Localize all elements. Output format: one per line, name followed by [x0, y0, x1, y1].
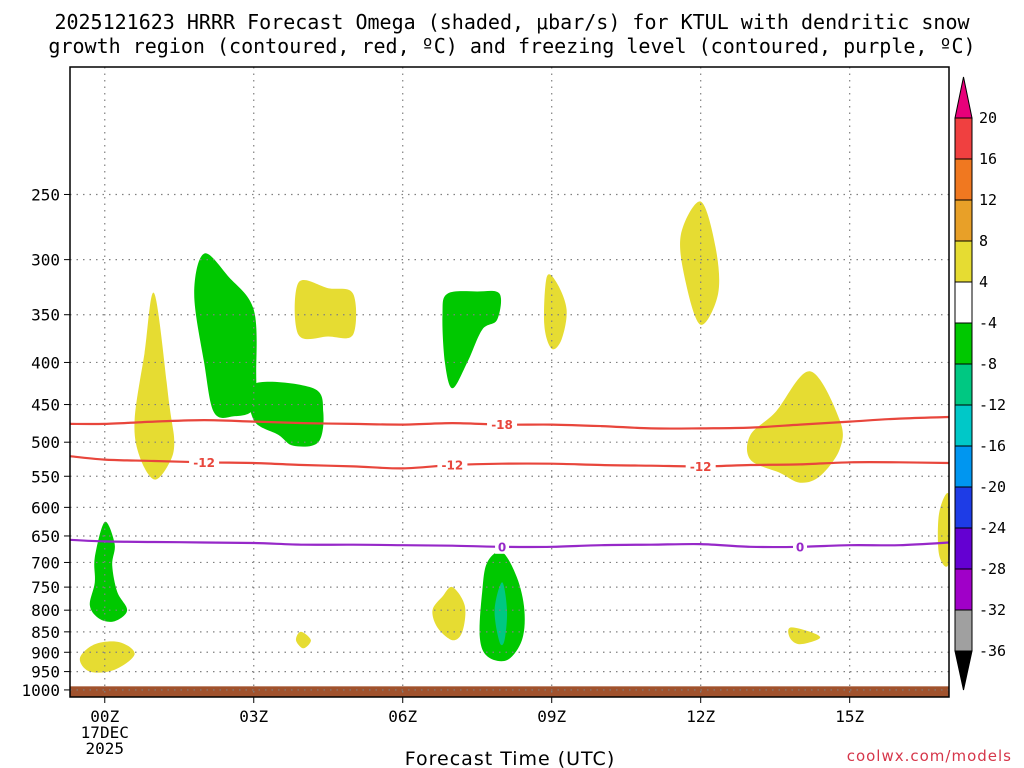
colorbar-label-4: 8: [979, 232, 988, 250]
x-tick-label-12Z: 12Z: [686, 707, 715, 726]
omega-region-7: [680, 201, 720, 325]
colorbar-label-6: -4: [979, 314, 997, 332]
colorbar-band-9: [954, 445, 973, 488]
y-tick-label-550: 550: [31, 467, 60, 486]
omega-region-13: [432, 586, 466, 641]
contour-line-3: [69, 538, 950, 549]
colorbar-label-11: -24: [979, 519, 1006, 537]
omega-region-15: [494, 582, 508, 646]
y-tick-label-1000: 1000: [21, 681, 60, 700]
y-tick-label-300: 300: [31, 251, 60, 270]
omega-region-2: [194, 253, 257, 418]
colorbar-label-8: -12: [979, 396, 1006, 414]
y-tick-label-250: 250: [31, 185, 60, 204]
colorbar-label-3: 12: [979, 191, 997, 209]
colorbar: 20 16 12 8 4 -4 -8 -12 -16 -20 -24 -28 -32 -36: [954, 76, 1006, 691]
colorbar-band-11: [954, 527, 973, 570]
title-line-1: 2025121623 HRRR Forecast Omega (shaded, …: [54, 10, 970, 34]
contour-label-bg-1-1: [487, 417, 518, 432]
omega-region-12: [295, 631, 311, 649]
colorbar-band-12: [954, 568, 973, 611]
y-tick-label-700: 700: [31, 553, 60, 572]
ground-layer: [70, 686, 949, 697]
contour-lines: -18 -12 -12 -12 0 0: [69, 415, 950, 554]
y-tick-label-450: 450: [31, 396, 60, 415]
colorbar-band-8: [954, 404, 973, 447]
source-credit: coolwx.com/models: [847, 747, 1012, 765]
omega-region-8: [746, 371, 843, 483]
omega-shading: [79, 201, 951, 673]
contour-label-bg-3-2: [793, 539, 808, 554]
y-tick-label-500: 500: [31, 433, 60, 452]
y-tick-label-350: 350: [31, 306, 60, 325]
x-tick-label-00Z: 00Z: [90, 707, 119, 726]
colorbar-band-4: [954, 240, 973, 283]
colorbar-label-7: -8: [979, 355, 997, 373]
y-tick-label-850: 850: [31, 623, 60, 642]
y-axis-pressure: 2503003504004505005506006507007508008509…: [21, 185, 70, 700]
colorbar-label-12: -28: [979, 560, 1006, 578]
omega-region-5: [442, 290, 502, 389]
grid-lines: [70, 67, 949, 697]
plot-frame: [69, 66, 950, 698]
y-tick-label-750: 750: [31, 578, 60, 597]
contour-label-1-1: -18: [491, 418, 513, 432]
contour-label-3-1: 0: [498, 540, 506, 554]
x-tick-label-15Z: 15Z: [835, 707, 864, 726]
contour-label-bg-2-3: [685, 459, 716, 474]
omega-region-6: [544, 274, 567, 350]
contour-label-bg-3-1: [495, 539, 510, 554]
colorbar-top-arrow: [954, 76, 973, 119]
y-tick-label-900: 900: [31, 643, 60, 662]
omega-region-1: [134, 292, 175, 480]
colorbar-label-1: 20: [979, 109, 997, 127]
colorbar-band-5: [954, 281, 973, 324]
colorbar-label-14: -36: [979, 642, 1006, 660]
y-tick-label-800: 800: [31, 601, 60, 620]
contour-label-bg-2-2: [437, 458, 468, 473]
colorbar-band-1: [954, 117, 973, 160]
contour-label-2-1: -12: [193, 456, 215, 470]
y-tick-label-950: 950: [31, 663, 60, 682]
contour-label-2-3: -12: [690, 460, 712, 474]
colorbar-label-10: -20: [979, 478, 1006, 496]
contour-label-3-2: 0: [796, 540, 804, 554]
omega-region-10: [89, 521, 128, 622]
colorbar-band-10: [954, 486, 973, 529]
contour-label-2-2: -12: [442, 459, 464, 473]
ground-below-surface: [70, 686, 949, 697]
y-tick-label-400: 400: [31, 353, 60, 372]
colorbar-label-5: 4: [979, 273, 988, 291]
title-line-2: growth region (contoured, red, ºC) and f…: [48, 34, 975, 58]
omega-region-3: [248, 381, 324, 447]
x-tick-label-03Z: 03Z: [239, 707, 268, 726]
x-axis-label: Forecast Time (UTC): [405, 748, 615, 768]
colorbar-band-3: [954, 199, 973, 242]
contour-label-bg-2-1: [189, 455, 220, 470]
x-tick-label-06Z: 06Z: [388, 707, 417, 726]
colorbar-label-13: -32: [979, 601, 1006, 619]
omega-region-4: [294, 280, 357, 340]
colorbar-band-2: [954, 158, 973, 201]
colorbar-band-6: [954, 322, 973, 365]
x-tick-label-09Z: 09Z: [537, 707, 566, 726]
colorbar-label-2: 16: [979, 150, 997, 168]
y-tick-label-650: 650: [31, 527, 60, 546]
colorbar-band-13: [954, 609, 973, 652]
omega-region-11: [79, 641, 135, 673]
omega-region-16: [788, 627, 821, 645]
colorbar-bottom-arrow: [954, 650, 973, 691]
colorbar-band-7: [954, 363, 973, 406]
omega-region-9: [937, 492, 951, 567]
colorbar-label-9: -16: [979, 437, 1006, 455]
x-tick-year: 2025: [85, 739, 124, 758]
y-tick-label-600: 600: [31, 498, 60, 517]
chart-title: 2025121623 HRRR Forecast Omega (shaded, …: [48, 10, 975, 58]
x-tick-date: 17DEC: [81, 723, 129, 742]
